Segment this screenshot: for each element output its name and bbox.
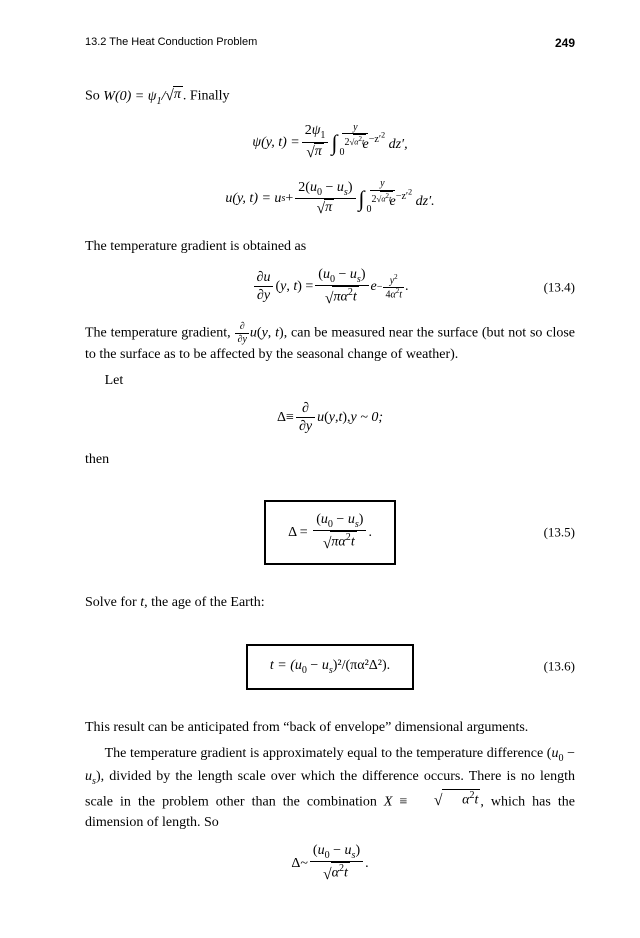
para-8: The temperature gradient is approximatel… (85, 744, 575, 833)
para-2: The temperature gradient is obtained as (85, 237, 575, 257)
eq-number: (13.4) (544, 278, 575, 297)
para-3: The temperature gradient, ∂∂yu(y, t), ca… (85, 322, 575, 365)
equation-psi: ψ(y, t) = 2ψ1 √π ∫ 0 y2√α2t e−z′2 dz′, (85, 123, 575, 162)
text: The temperature gradient, (85, 326, 234, 341)
math-inline: W(0) = ψ1/√π (103, 89, 183, 104)
para-1: So W(0) = ψ1/√π. Finally (85, 86, 575, 109)
eq-number: (13.6) (544, 657, 575, 676)
text: The temperature gradient is approximatel… (105, 746, 552, 761)
text: So (85, 89, 103, 104)
equation-delta-def: Δ ≡ ∂ ∂y u(y, t), y ~ 0; (85, 401, 575, 436)
text: . Finally (183, 89, 230, 104)
equation-13-6: t = (u0 − us)²/(πα²Δ²). (13.6) (85, 644, 575, 690)
para-7: This result can be anticipated from “bac… (85, 718, 575, 738)
page-number: 249 (555, 35, 575, 52)
para-6: Solve for t, the age of the Earth: (85, 593, 575, 613)
equation-u: u(y, t) = us + 2(u0 − us) √π ∫ 0 y2√α2t … (85, 180, 575, 219)
equation-13-4: ∂u ∂y (y, t) = (u0 − us) √πα2t e−y24α2t.… (85, 267, 575, 308)
eq-number: (13.5) (544, 523, 575, 542)
equation-delta-approx: Δ ~ (u0 − us) √α2t . (85, 843, 575, 884)
para-5: then (85, 450, 575, 470)
section-title: 13.2 The Heat Conduction Problem (85, 35, 257, 52)
para-4: Let (85, 371, 575, 391)
equation-13-5: Δ = (u0 − us) √πα2t . (13.5) (85, 500, 575, 565)
page-header: 13.2 The Heat Conduction Problem 249 (85, 35, 575, 52)
page-content: 13.2 The Heat Conduction Problem 249 So … (0, 0, 640, 938)
